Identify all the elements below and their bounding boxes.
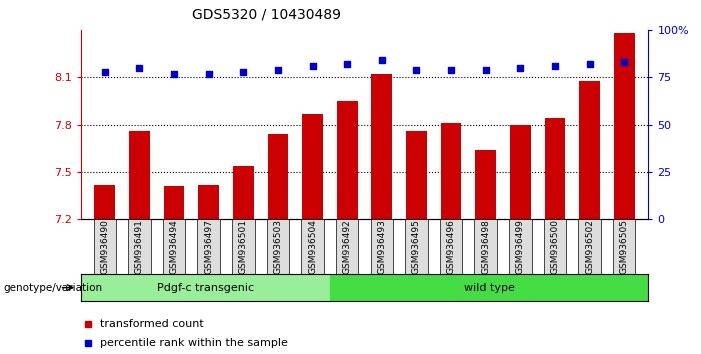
Point (273, 67, 284, 73)
Text: GSM936497: GSM936497 (204, 219, 213, 274)
Text: GSM936503: GSM936503 (273, 219, 283, 274)
Bar (129, 131, 150, 219)
Point (480, 67, 491, 73)
Bar (372, 74, 393, 219)
Bar (302, 114, 323, 219)
FancyBboxPatch shape (509, 219, 531, 274)
Point (584, 61, 595, 67)
Text: genotype/variation: genotype/variation (4, 282, 102, 293)
FancyBboxPatch shape (266, 219, 290, 274)
Point (134, 65, 145, 71)
Point (618, 59, 629, 65)
Bar (510, 125, 531, 219)
Bar (336, 101, 358, 219)
FancyBboxPatch shape (198, 219, 220, 274)
Point (341, 61, 353, 67)
Point (100, 69, 111, 75)
FancyBboxPatch shape (578, 219, 601, 274)
Text: GSM936491: GSM936491 (135, 219, 144, 274)
FancyBboxPatch shape (94, 219, 116, 274)
Text: GSM936494: GSM936494 (170, 219, 179, 274)
Text: Pdgf-c transgenic: Pdgf-c transgenic (157, 282, 254, 293)
FancyBboxPatch shape (232, 219, 254, 274)
Bar (81, 274, 330, 301)
Point (203, 71, 215, 76)
Bar (579, 81, 600, 219)
FancyBboxPatch shape (163, 219, 185, 274)
Bar (233, 166, 254, 219)
Bar (330, 274, 648, 301)
Text: GSM936500: GSM936500 (550, 219, 559, 274)
Point (307, 63, 318, 69)
Bar (95, 185, 115, 219)
FancyBboxPatch shape (128, 219, 151, 274)
Point (515, 65, 526, 71)
Text: GSM936499: GSM936499 (516, 219, 525, 274)
Text: GSM936501: GSM936501 (239, 219, 248, 274)
Text: wild type: wild type (464, 282, 515, 293)
Point (168, 71, 179, 76)
FancyBboxPatch shape (301, 219, 324, 274)
Text: GSM936495: GSM936495 (412, 219, 421, 274)
Point (411, 67, 422, 73)
Text: GSM936504: GSM936504 (308, 219, 317, 274)
Bar (614, 33, 634, 219)
Point (445, 67, 456, 73)
FancyBboxPatch shape (440, 219, 463, 274)
Point (376, 58, 388, 63)
Text: GDS5320 / 10430489: GDS5320 / 10430489 (192, 7, 341, 21)
Text: GSM936496: GSM936496 (447, 219, 456, 274)
FancyBboxPatch shape (371, 219, 393, 274)
FancyBboxPatch shape (544, 219, 566, 274)
Bar (475, 150, 496, 219)
Text: GSM936502: GSM936502 (585, 219, 594, 274)
Bar (545, 119, 565, 219)
FancyBboxPatch shape (336, 219, 358, 274)
Bar (406, 131, 427, 219)
FancyBboxPatch shape (475, 219, 497, 274)
Bar (441, 123, 461, 219)
Text: GSM936505: GSM936505 (620, 219, 629, 274)
Bar (268, 134, 288, 219)
Text: percentile rank within the sample: percentile rank within the sample (100, 338, 288, 348)
Bar (164, 186, 184, 219)
Point (550, 63, 561, 69)
FancyBboxPatch shape (405, 219, 428, 274)
Text: GSM936492: GSM936492 (343, 219, 352, 274)
Text: GSM936490: GSM936490 (100, 219, 109, 274)
Point (238, 69, 249, 75)
Text: GSM936498: GSM936498 (481, 219, 490, 274)
Text: transformed count: transformed count (100, 319, 204, 329)
FancyBboxPatch shape (613, 219, 635, 274)
Bar (198, 185, 219, 219)
Text: GSM936493: GSM936493 (377, 219, 386, 274)
